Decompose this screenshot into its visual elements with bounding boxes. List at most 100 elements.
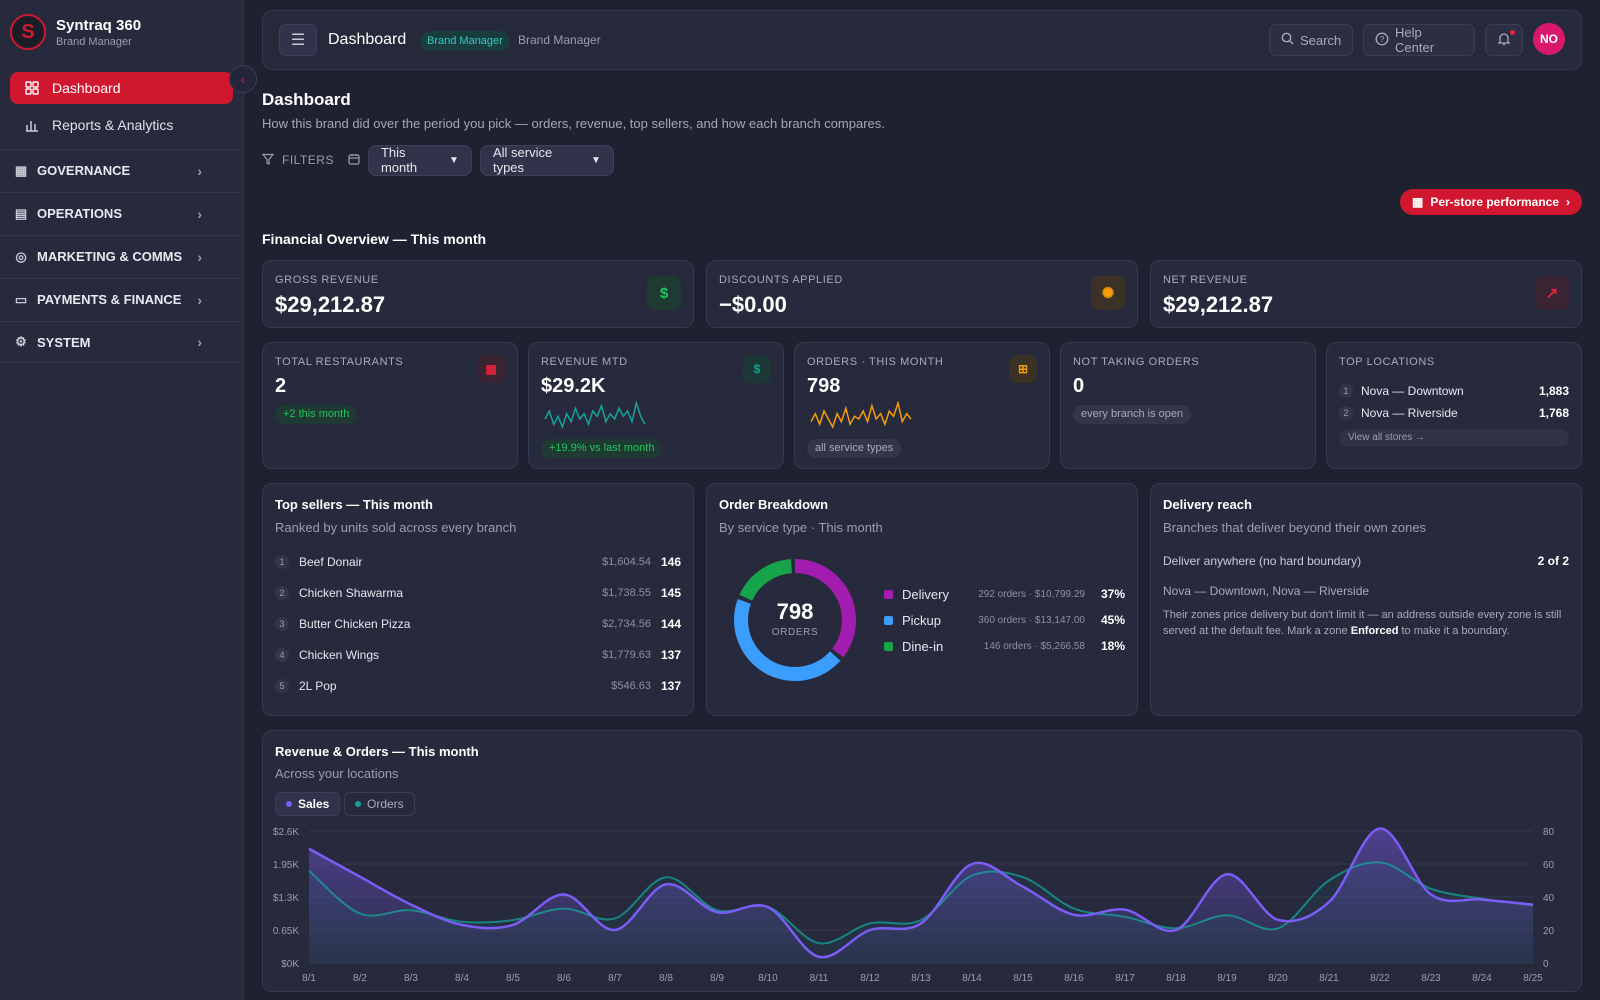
order-breakdown-card: Order Breakdown By service type · This m… <box>706 483 1138 716</box>
brand-logo: S <box>10 14 46 50</box>
chevron-right-icon: › <box>197 291 202 308</box>
card-title: Delivery reach <box>1163 497 1252 512</box>
tab-sales[interactable]: Sales <box>275 792 341 816</box>
calendar-icon <box>348 153 360 168</box>
top-sellers-card: Top sellers — This month Ranked by units… <box>262 483 694 716</box>
legend-meta: 292 orders · $10,799.29 <box>978 588 1085 600</box>
sidebar-group-system[interactable]: ⚙ SYSTEM › <box>0 321 244 363</box>
seller-rank: 5 <box>275 679 289 693</box>
store-icon: ▦ <box>477 355 505 383</box>
location-name: Nova — Riverside <box>1361 406 1458 420</box>
x-tick-label: 8/14 <box>962 973 982 984</box>
per-store-performance-button[interactable]: ▦ Per-store performance › <box>1400 189 1582 215</box>
chevron-right-icon: › <box>197 162 202 179</box>
bar-chart-icon <box>24 117 40 133</box>
deliver-anywhere-row: Deliver anywhere (no hard boundary) 2 of… <box>1163 554 1569 568</box>
location-value: 1,768 <box>1538 406 1569 420</box>
kpi-value: $29,212.87 <box>1163 292 1274 317</box>
x-tick-label: 8/6 <box>557 973 571 984</box>
card-subtitle: Across your locations <box>275 766 399 781</box>
x-tick-label: 8/17 <box>1115 973 1135 984</box>
seller-name: Chicken Shawarma <box>299 586 404 600</box>
sidebar-item-reports[interactable]: Reports & Analytics <box>10 109 233 141</box>
seller-name: Beef Donair <box>299 555 363 569</box>
legend-swatch <box>884 589 893 599</box>
sidebar-group-label: OPERATIONS <box>37 206 122 221</box>
sidebar-group-label: MARKETING & COMMS <box>37 249 183 264</box>
revenue-orders-card: Revenue & Orders — This month Across you… <box>262 730 1582 992</box>
kpi-delta-pill: +19.9% vs last month <box>541 439 663 458</box>
x-tick-label: 8/19 <box>1217 973 1237 984</box>
sidebar-group-operations[interactable]: ▤ OPERATIONS › <box>0 192 244 234</box>
y-left-tick-label: 0.65K <box>273 926 299 937</box>
bell-icon <box>1497 32 1511 49</box>
seller-name: Butter Chicken Pizza <box>299 617 411 631</box>
kpi-label: GROSS REVENUE <box>275 274 379 286</box>
deliver-anywhere-label: Deliver anywhere (no hard boundary) <box>1163 554 1362 568</box>
legend-row-delivery: Delivery 292 orders · $10,799.29 37% <box>884 584 1125 604</box>
y-right-tick-label: 20 <box>1543 926 1555 937</box>
kpi-label: REVENUE MTD <box>541 356 628 368</box>
view-all-stores-link[interactable]: View all stores → <box>1339 429 1569 447</box>
total-restaurants-card: TOTAL RESTAURANTS 2 ▦ +2 this month <box>262 342 518 469</box>
seller-rank: 2 <box>275 586 289 600</box>
location-rank: 1 <box>1339 384 1353 398</box>
legend-name: Delivery <box>902 586 949 602</box>
x-tick-label: 8/5 <box>506 973 520 984</box>
seller-name: Chicken Wings <box>299 648 380 662</box>
sales-area <box>309 828 1533 963</box>
sidebar-item-label: Dashboard <box>52 80 121 96</box>
location-row: 2 Nova — Riverside 1,768 <box>1339 403 1569 423</box>
sidebar-group-payments[interactable]: ▭ PAYMENTS & FINANCE › <box>0 278 244 320</box>
notifications-button[interactable] <box>1485 24 1523 56</box>
brand[interactable]: S Syntraq 360 Brand Manager <box>10 14 141 50</box>
top-locations-card: TOP LOCATIONS 1 Nova — Downtown 1,883 2 … <box>1326 342 1582 469</box>
sidebar-collapse-button[interactable]: ‹ <box>229 65 257 93</box>
search-button[interactable]: Search <box>1269 24 1353 56</box>
location-name: Nova — Downtown <box>1361 384 1464 398</box>
y-left-tick-label: $1.3K <box>273 893 299 904</box>
x-tick-label: 8/23 <box>1421 973 1441 984</box>
seller-row: 5 2L Pop $546.63 137 <box>275 675 681 697</box>
kpi-value: 0 <box>1073 375 1085 397</box>
tab-orders[interactable]: Orders <box>344 792 415 816</box>
x-tick-label: 8/9 <box>710 973 724 984</box>
sidebar-group-marketing[interactable]: ◎ MARKETING & COMMS › <box>0 235 244 277</box>
x-tick-label: 8/13 <box>911 973 931 984</box>
chevron-right-icon: › <box>197 248 202 265</box>
service-type-select[interactable]: All service types ▼ <box>479 144 614 176</box>
seller-rank: 4 <box>275 648 289 662</box>
location-rank: 2 <box>1339 406 1353 420</box>
sidebar-group-governance[interactable]: ▦ GOVERNANCE › <box>0 149 244 191</box>
donut-center-value: 798 <box>776 599 814 624</box>
x-tick-label: 8/10 <box>758 973 778 984</box>
help-center-button[interactable]: ? Help Center <box>1363 24 1475 56</box>
seller-revenue: $546.63 <box>611 680 651 692</box>
megaphone-icon: ◎ <box>15 248 27 264</box>
brand-role: Brand Manager <box>56 35 132 48</box>
avatar[interactable]: NO <box>1533 23 1565 55</box>
kpi-label: ORDERS · THIS MONTH <box>807 356 944 368</box>
chevron-right-icon: › <box>197 205 202 222</box>
chevron-down-icon: ▼ <box>591 154 601 166</box>
page-subtitle: How this brand did over the period you p… <box>262 116 885 131</box>
kpi-label: DISCOUNTS APPLIED <box>719 274 843 286</box>
card-subtitle: By service type · This month <box>719 520 883 535</box>
seller-revenue: $1,779.63 <box>602 649 651 661</box>
period-select[interactable]: This month ▼ <box>367 144 472 176</box>
legend-swatch <box>355 801 361 807</box>
legend-percent: 37% <box>1100 587 1125 601</box>
credit-card-icon: ▭ <box>14 291 28 307</box>
x-tick-label: 8/20 <box>1268 973 1288 984</box>
kpi-value: $29.2K <box>541 375 606 397</box>
seller-units: 146 <box>660 555 681 569</box>
sidebar-item-dashboard[interactable]: Dashboard <box>10 72 233 104</box>
card-title: Revenue & Orders — This month <box>275 744 479 759</box>
legend-meta: 146 orders · $5,266.58 <box>983 640 1085 652</box>
store-icon: ▦ <box>1411 195 1424 209</box>
x-tick-label: 8/21 <box>1319 973 1339 984</box>
trending-up-icon: ↗ <box>1535 276 1569 310</box>
seller-row: 2 Chicken Shawarma $1,738.55 145 <box>275 582 681 604</box>
donut-center-label: ORDERS <box>771 627 819 638</box>
menu-button[interactable]: ☰ <box>279 24 317 56</box>
